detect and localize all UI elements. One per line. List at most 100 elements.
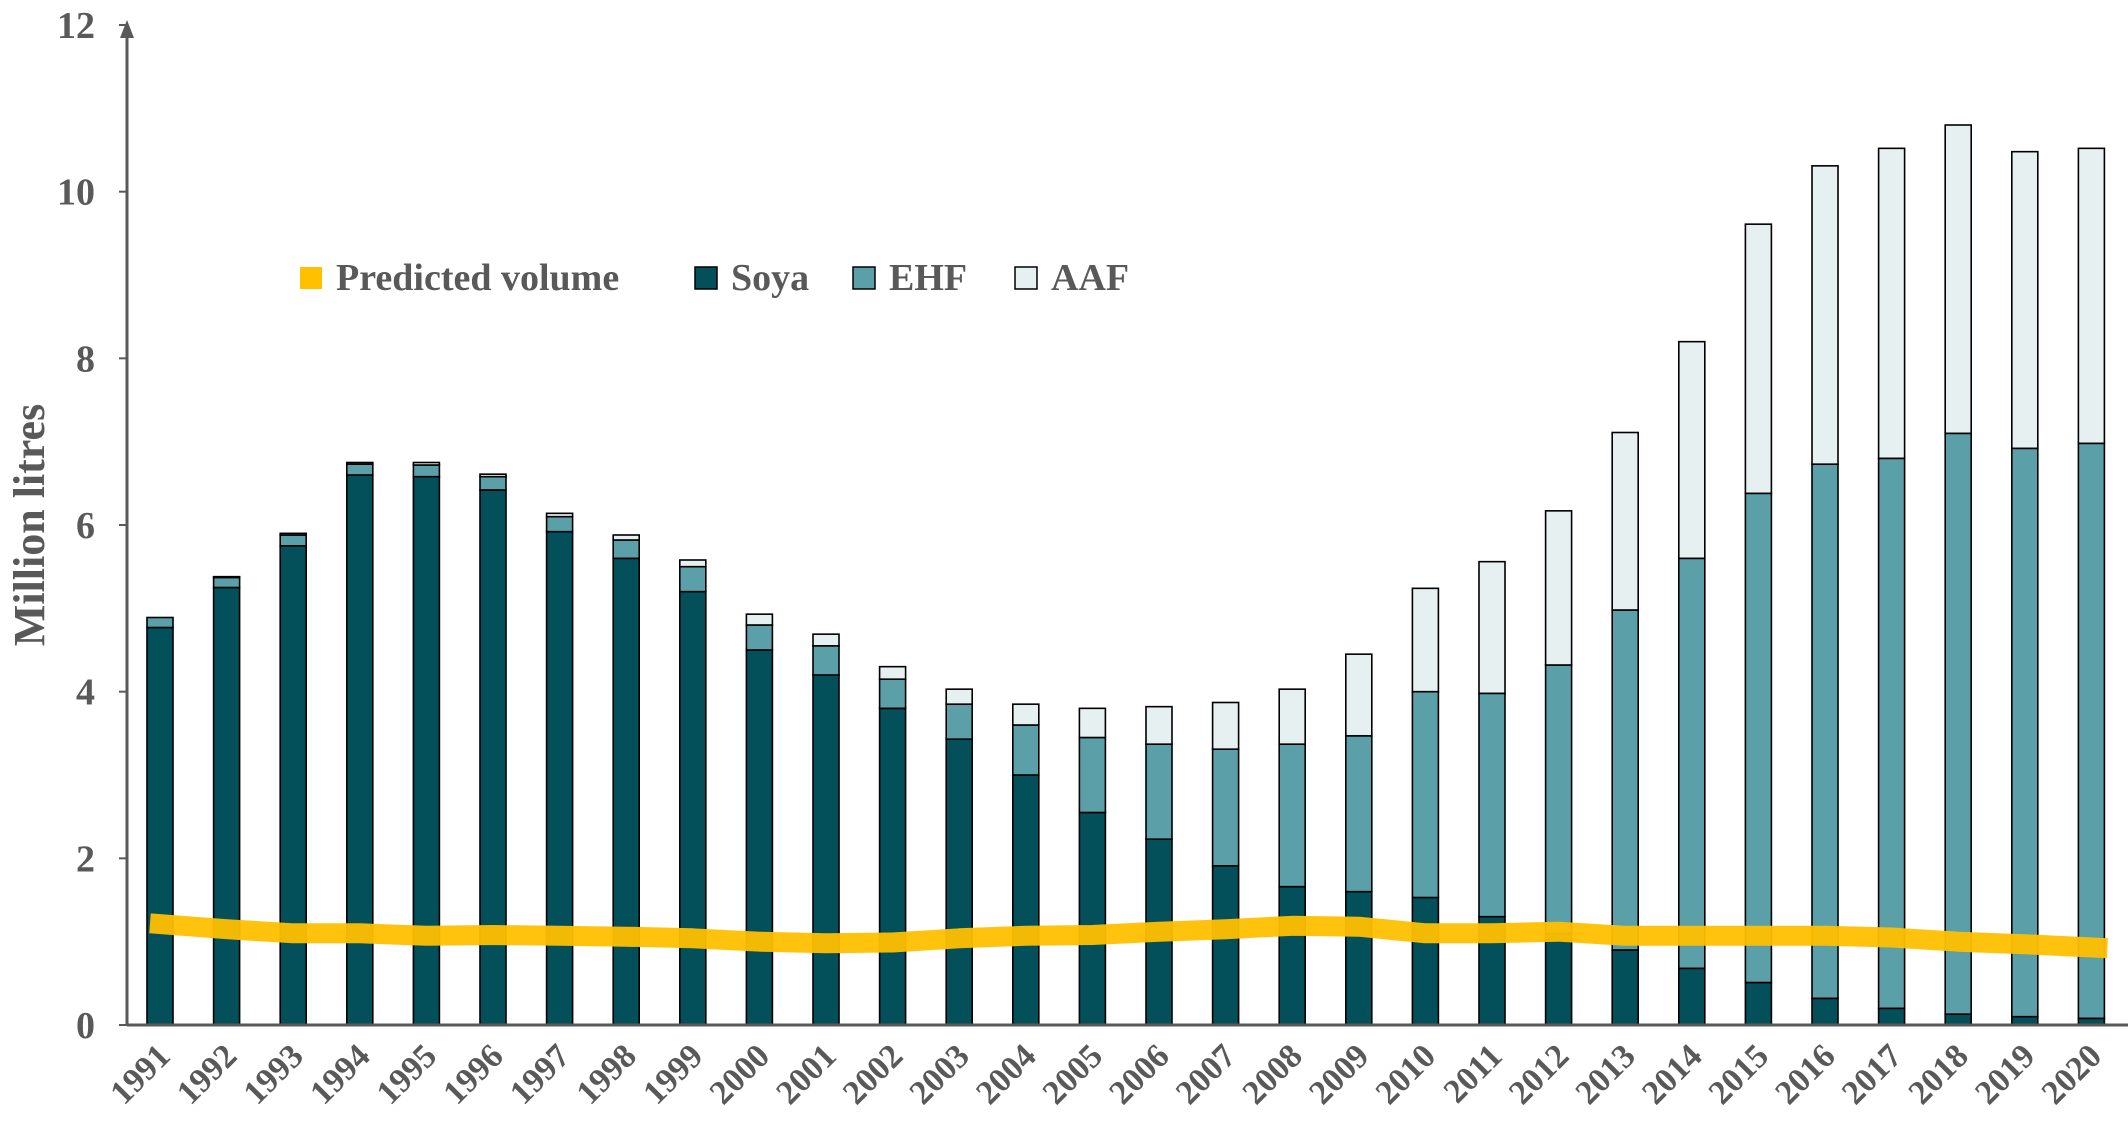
y-tick-label-10: 10 bbox=[57, 172, 95, 214]
bar-ehf-2003 bbox=[945, 703, 974, 740]
bar-ehf-2017 bbox=[1877, 457, 1906, 1010]
x-tick-label-2020: 2020 bbox=[2035, 1037, 2109, 1111]
bar-aaf-2014 bbox=[1678, 340, 1706, 560]
x-tick-label-1995: 1995 bbox=[370, 1037, 444, 1111]
bar-ehf-2020 bbox=[2077, 442, 2106, 1020]
x-tick-label-2007: 2007 bbox=[1169, 1037, 1243, 1111]
y-axis-arrow bbox=[120, 20, 134, 38]
bar-aaf-2004 bbox=[1011, 703, 1040, 726]
bar-ehf-2015 bbox=[1744, 492, 1773, 984]
legend-swatch-predicted-volume bbox=[300, 267, 322, 289]
bar-aaf-2003 bbox=[945, 688, 974, 705]
bar-ehf-2008 bbox=[1278, 743, 1306, 888]
x-tick-label-2008: 2008 bbox=[1236, 1037, 1310, 1111]
x-tick-label-2016: 2016 bbox=[1768, 1037, 1842, 1111]
x-tick-label-2011: 2011 bbox=[1437, 1037, 1510, 1110]
bar-aaf-1999 bbox=[678, 559, 707, 568]
x-tick-label-1997: 1997 bbox=[503, 1037, 577, 1111]
bar-aaf-1994 bbox=[345, 461, 374, 465]
bar-aaf-1996 bbox=[479, 473, 507, 478]
bar-ehf-2002 bbox=[878, 678, 907, 710]
bar-soya-2009 bbox=[1345, 890, 1373, 1026]
bar-aaf-1995 bbox=[412, 461, 441, 466]
bar-ehf-2019 bbox=[2011, 447, 2039, 1018]
bar-soya-2003 bbox=[945, 738, 974, 1026]
bar-soya-1997 bbox=[545, 530, 574, 1026]
x-tick-label-1994: 1994 bbox=[303, 1037, 377, 1111]
bar-soya-2004 bbox=[1011, 774, 1040, 1026]
x-tick-label-2014: 2014 bbox=[1635, 1037, 1709, 1111]
bar-aaf-2007 bbox=[1211, 701, 1240, 750]
bar-soya-2016 bbox=[1811, 997, 1839, 1026]
bar-soya-2002 bbox=[878, 707, 907, 1026]
legend-label-aaf: AAF bbox=[1051, 257, 1129, 299]
y-tick-label-12: 12 bbox=[57, 5, 95, 47]
bar-ehf-1998 bbox=[612, 539, 641, 560]
bar-soya-2007 bbox=[1211, 865, 1240, 1026]
bar-aaf-2006 bbox=[1145, 705, 1173, 745]
bar-ehf-1995 bbox=[412, 464, 441, 478]
bar-soya-1999 bbox=[678, 590, 707, 1026]
x-tick-label-2004: 2004 bbox=[969, 1037, 1043, 1111]
bar-aaf-2013 bbox=[1611, 431, 1639, 611]
bar-ehf-2013 bbox=[1611, 609, 1639, 951]
y-tick-label-8: 8 bbox=[76, 338, 95, 380]
bar-aaf-2005 bbox=[1078, 707, 1107, 739]
bar-soya-2014 bbox=[1678, 967, 1706, 1026]
bar-ehf-1996 bbox=[479, 475, 507, 491]
bar-aaf-2015 bbox=[1744, 223, 1773, 495]
bar-ehf-2014 bbox=[1678, 557, 1706, 970]
bar-ehf-1994 bbox=[345, 463, 374, 476]
legend-label-predicted-volume: Predicted volume bbox=[336, 257, 619, 299]
bar-ehf-2009 bbox=[1345, 735, 1373, 893]
bar-aaf-2019 bbox=[2011, 150, 2039, 450]
x-tick-label-1996: 1996 bbox=[436, 1037, 510, 1111]
bar-soya-2005 bbox=[1078, 811, 1107, 1026]
bar-ehf-1993 bbox=[279, 534, 308, 547]
x-tick-label-2005: 2005 bbox=[1036, 1037, 1110, 1111]
bar-aaf-2020 bbox=[2077, 147, 2106, 445]
x-tick-label-1999: 1999 bbox=[636, 1037, 710, 1111]
x-tick-label-2015: 2015 bbox=[1702, 1037, 1776, 1111]
x-tick-label-2000: 2000 bbox=[703, 1037, 777, 1111]
x-tick-label-2001: 2001 bbox=[769, 1037, 843, 1111]
bar-aaf-2008 bbox=[1278, 688, 1306, 745]
legend-label-soya: Soya bbox=[731, 257, 809, 299]
y-tick-label-6: 6 bbox=[76, 505, 95, 547]
bar-ehf-1992 bbox=[212, 576, 241, 589]
bar-soya-2015 bbox=[1744, 981, 1773, 1026]
bars-layer bbox=[146, 124, 2106, 1026]
bar-ehf-2004 bbox=[1011, 724, 1040, 776]
bar-ehf-1997 bbox=[545, 515, 574, 533]
bar-ehf-1999 bbox=[678, 565, 707, 593]
bar-ehf-2018 bbox=[1944, 432, 1972, 1015]
x-tick-label-2012: 2012 bbox=[1502, 1037, 1576, 1111]
x-tick-label-2003: 2003 bbox=[903, 1037, 977, 1111]
bar-aaf-2016 bbox=[1811, 165, 1839, 465]
legend-swatch-ehf bbox=[852, 266, 876, 290]
x-tick-label-2006: 2006 bbox=[1102, 1037, 1176, 1111]
bar-soya-2013 bbox=[1611, 949, 1639, 1026]
bar-soya-2010 bbox=[1411, 896, 1440, 1026]
bar-soya-2001 bbox=[812, 674, 840, 1026]
y-axis-label: Million litres bbox=[5, 404, 54, 646]
bar-ehf-1991 bbox=[146, 616, 174, 629]
bar-aaf-1998 bbox=[612, 534, 641, 541]
legend-swatch-soya bbox=[694, 266, 718, 290]
bar-ehf-2010 bbox=[1411, 690, 1440, 899]
bar-aaf-1992 bbox=[212, 575, 241, 579]
legend: Predicted volume Soya EHF AAF bbox=[300, 257, 1129, 299]
y-tick-label-2: 2 bbox=[76, 838, 95, 880]
x-tick-label-2009: 2009 bbox=[1302, 1037, 1376, 1111]
bar-soya-2018 bbox=[1944, 1013, 1972, 1026]
bar-ehf-2001 bbox=[812, 645, 840, 676]
bar-ehf-2005 bbox=[1078, 736, 1107, 814]
bar-aaf-1993 bbox=[279, 532, 308, 536]
legend-swatch-aaf bbox=[1014, 266, 1038, 290]
bar-ehf-2007 bbox=[1211, 748, 1240, 867]
y-tick-labels: 0 2 4 6 8 10 12 bbox=[57, 5, 127, 1047]
bar-aaf-2009 bbox=[1345, 653, 1373, 737]
bar-aaf-2001 bbox=[812, 633, 840, 647]
x-tick-label-1993: 1993 bbox=[237, 1037, 311, 1111]
